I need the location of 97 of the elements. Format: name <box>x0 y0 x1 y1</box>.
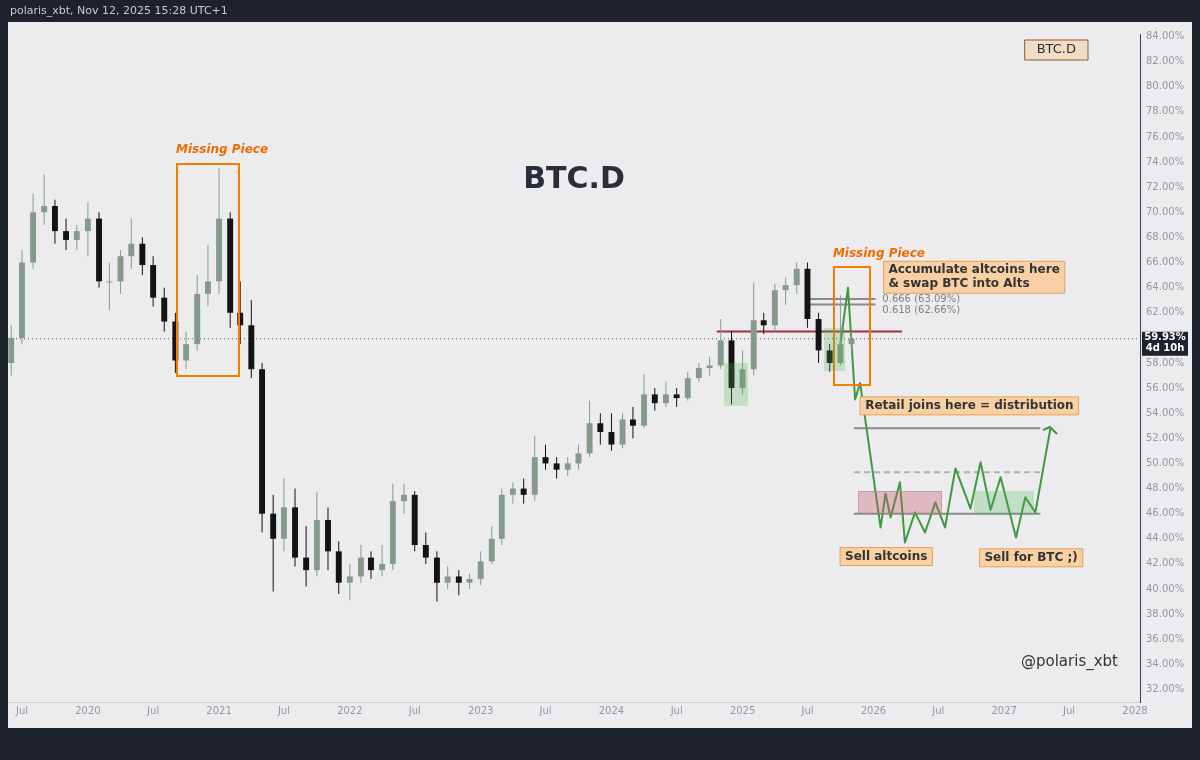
candlestick <box>695 362 702 383</box>
x-tick-label: 2026 <box>860 704 887 716</box>
annotation: @polaris_xbt <box>1021 652 1119 672</box>
y-tick-label: 46.00% <box>1146 507 1185 519</box>
annotation: 0.618 (62.66%) <box>882 304 961 316</box>
y-tick-label: 56.00% <box>1146 381 1185 393</box>
annotation: Sell for BTC ;) <box>984 549 1078 564</box>
y-tick-label: 44.00% <box>1146 532 1185 544</box>
candlestick <box>760 312 767 335</box>
candlestick <box>826 343 833 373</box>
annotation: 0.666 (63.09%) <box>882 292 961 304</box>
annotation: Missing Piece <box>832 246 925 261</box>
y-tick-label: 36.00% <box>1146 632 1185 644</box>
candlestick <box>128 218 135 270</box>
y-tick-label: 82.00% <box>1146 55 1185 67</box>
candlestick <box>837 294 844 366</box>
x-tick-label: 2023 <box>467 704 494 716</box>
candlestick <box>782 277 789 306</box>
x-tick-label: Jul <box>276 704 290 716</box>
x-tick-label: Jul <box>407 704 421 716</box>
candlestick <box>358 544 364 584</box>
y-tick-label: 70.00% <box>1146 205 1185 217</box>
y-tick-label: 68.00% <box>1146 231 1185 243</box>
candlestick <box>161 287 168 333</box>
y-tick-label: 54.00% <box>1146 406 1185 418</box>
candlestick <box>477 550 484 586</box>
y-tick-label: 72.00% <box>1146 180 1185 192</box>
candlestick <box>444 565 451 590</box>
candlestick <box>303 525 310 587</box>
y-tick-label: 64.00% <box>1146 281 1185 293</box>
candlestick <box>183 331 190 370</box>
y-tick-label: 76.00% <box>1146 130 1185 142</box>
candlestick <box>422 531 429 565</box>
text: BTC.D <box>1036 41 1077 57</box>
candlestick <box>73 224 80 251</box>
candlestick <box>553 456 560 479</box>
y-tick-label: 66.00% <box>1146 256 1185 268</box>
y-tick-label: 74.00% <box>1146 155 1185 167</box>
x-tick-label: 2020 <box>75 704 101 716</box>
candlestick <box>401 483 407 515</box>
y-tick-label: 52.00% <box>1146 431 1185 443</box>
y-tick-label: 78.00% <box>1146 105 1185 117</box>
y-tick-label: 32.00% <box>1146 683 1185 695</box>
candlestick <box>106 262 113 311</box>
ref-line-label: 59.93% 4d 10h <box>1144 331 1186 354</box>
candlestick <box>63 218 70 251</box>
y-tick-label: 50.00% <box>1146 457 1185 469</box>
annotation: Missing Piece <box>176 141 269 156</box>
x-tick-label: 2025 <box>729 704 756 716</box>
y-tick-label: 48.00% <box>1146 482 1185 494</box>
candlestick <box>41 174 48 226</box>
candlestick <box>509 481 516 505</box>
y-tick-label: 58.00% <box>1146 356 1185 368</box>
text: BTC.D <box>523 159 625 195</box>
annotation: Accumulate altcoins here & swap BTC into Alts <box>888 262 1060 291</box>
y-tick-label: 38.00% <box>1146 607 1185 619</box>
y-tick-label: 34.00% <box>1146 657 1185 669</box>
candlestick <box>379 544 386 577</box>
x-tick-label: 2028 <box>1122 704 1148 716</box>
x-tick-label: 2024 <box>598 704 625 716</box>
candlestick <box>488 525 495 565</box>
x-tick-label: Jul <box>146 704 160 716</box>
x-tick-label: 2022 <box>337 704 363 716</box>
x-tick-label: 2021 <box>206 704 232 716</box>
x-tick-label: 2027 <box>991 704 1017 716</box>
candlestick <box>564 456 571 477</box>
x-tick-label: Jul <box>669 704 683 716</box>
candlestick <box>608 412 615 452</box>
x-tick-label: Jul <box>800 704 814 716</box>
candlestick <box>84 201 91 257</box>
x-tick-label: Jul <box>538 704 552 716</box>
candlestick <box>651 387 658 412</box>
candlestick <box>597 412 604 446</box>
candlestick <box>368 550 374 580</box>
x-tick-label: Jul <box>14 704 29 716</box>
candlestick <box>520 478 527 505</box>
candlestick <box>673 387 680 408</box>
candlestick <box>662 381 669 408</box>
text: polaris_xbt, Nov 12, 2025 15:28 UTC+1 <box>10 4 228 17</box>
candlestick <box>205 244 211 307</box>
candlestick <box>346 563 353 601</box>
y-tick-label: 40.00% <box>1146 582 1185 594</box>
candlestick <box>684 371 691 402</box>
x-tick-label: Jul <box>931 704 945 716</box>
y-tick-label: 84.00% <box>1146 30 1185 42</box>
candlestick <box>629 406 636 439</box>
annotation: Sell altcoins <box>845 548 928 563</box>
candlestick <box>455 569 462 596</box>
candlestick <box>793 262 800 295</box>
y-tick-label: 62.00% <box>1146 306 1185 318</box>
candlestick <box>139 236 146 276</box>
y-tick-label: 42.00% <box>1146 557 1185 569</box>
y-tick-label: 80.00% <box>1146 80 1185 92</box>
annotation: Retail joins here = distribution <box>865 398 1074 412</box>
candlestick <box>706 356 713 377</box>
candlestick <box>739 349 746 395</box>
x-tick-label: Jul <box>1062 704 1076 716</box>
